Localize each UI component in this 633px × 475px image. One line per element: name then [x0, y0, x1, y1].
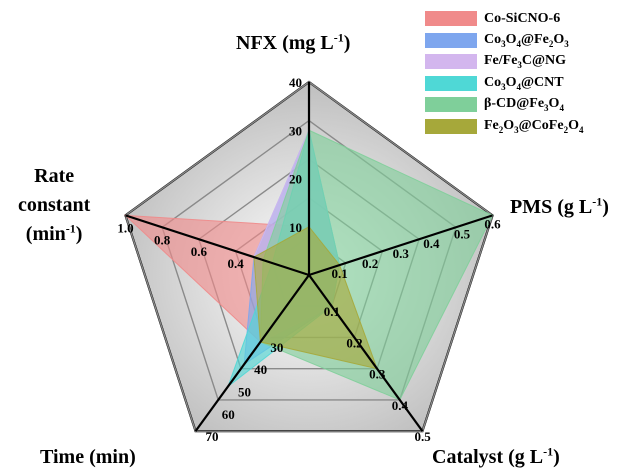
axis-label-time: Time (min): [40, 446, 136, 468]
tick-label-catalyst: 0.1: [324, 304, 340, 319]
legend-label: Co3O4@CNT: [484, 74, 564, 92]
tick-label-pms: 0.5: [454, 226, 471, 241]
legend-item: Co3O4@CNT: [425, 73, 630, 95]
tick-label-pms: 0.4: [423, 236, 440, 251]
tick-label-catalyst: 0.3: [369, 367, 386, 382]
tick-label-rate: 0.4: [227, 256, 244, 271]
tick-label-catalyst: 0.2: [346, 335, 362, 350]
axis-label-catalyst: Catalyst (g L-1): [432, 444, 560, 468]
axis-label-rate: Rate constant (min-1): [18, 165, 91, 245]
radar-axes: [125, 82, 493, 432]
legend-item: Co-SiCNO-6: [425, 8, 630, 30]
legend: Co-SiCNO-6 Co3O4@Fe2O3 Fe/Fe3C@NG Co3O4@CNT…: [425, 8, 630, 137]
grid-ring: [124, 81, 494, 432]
tick-label-time: 40: [254, 362, 267, 377]
legend-swatch: [425, 118, 477, 134]
legend-label: Co-SiCNO-6: [484, 10, 561, 26]
tick-label-pms: 0.2: [362, 256, 378, 271]
legend-swatch: [425, 11, 477, 27]
tick-label-pms: 0.1: [331, 266, 347, 281]
axis-line-catalyst: [308, 274, 424, 432]
legend-item: Fe2O3@CoFe2O4: [425, 116, 630, 138]
radar-tick-labels: 102030400.10.20.30.40.50.60.10.20.30.40.…: [117, 75, 501, 444]
tick-label-rate: 0.8: [154, 232, 171, 247]
legend-label: Fe/Fe3C@NG: [484, 53, 567, 71]
legend-swatch: [425, 32, 477, 48]
tick-label-pms: 0.3: [393, 246, 410, 261]
tick-label-catalyst: 0.5: [414, 429, 431, 444]
tick-label-time: 60: [222, 407, 235, 422]
axis-label-nfx: NFX (mg L-1): [236, 30, 351, 54]
series-area-fe2o3-cofe2o4: [253, 226, 378, 370]
legend-label: Fe2O3@CoFe2O4: [484, 117, 584, 135]
tick-label-time: 70: [206, 429, 219, 444]
tick-label-catalyst: 0.4: [392, 398, 409, 413]
legend-item: β-CD@Fe3O4: [425, 94, 630, 116]
axis-label-pms: PMS (g L-1): [510, 194, 609, 218]
tick-label-nfx: 20: [289, 172, 302, 187]
tick-label-nfx: 30: [289, 123, 302, 138]
legend-swatch: [425, 54, 477, 70]
tick-label-rate: 0.6: [191, 244, 208, 259]
tick-label-time: 50: [238, 385, 251, 400]
legend-label: β-CD@Fe3O4: [484, 96, 564, 114]
legend-item: Fe/Fe3C@NG: [425, 51, 630, 73]
legend-swatch: [425, 75, 477, 91]
tick-label-nfx: 10: [289, 220, 302, 235]
axis-line-rate: [125, 214, 310, 277]
legend-label: Co3O4@Fe2O3: [484, 31, 569, 49]
tick-label-nfx: 40: [289, 75, 302, 90]
tick-label-pms: 0.6: [484, 216, 501, 231]
axis-line-pms: [308, 214, 493, 277]
axis-line-time: [194, 274, 310, 432]
legend-swatch: [425, 97, 477, 113]
legend-item: Co3O4@Fe2O3: [425, 30, 630, 52]
tick-label-rate: 1.0: [117, 220, 133, 235]
tick-label-time: 30: [270, 340, 283, 355]
